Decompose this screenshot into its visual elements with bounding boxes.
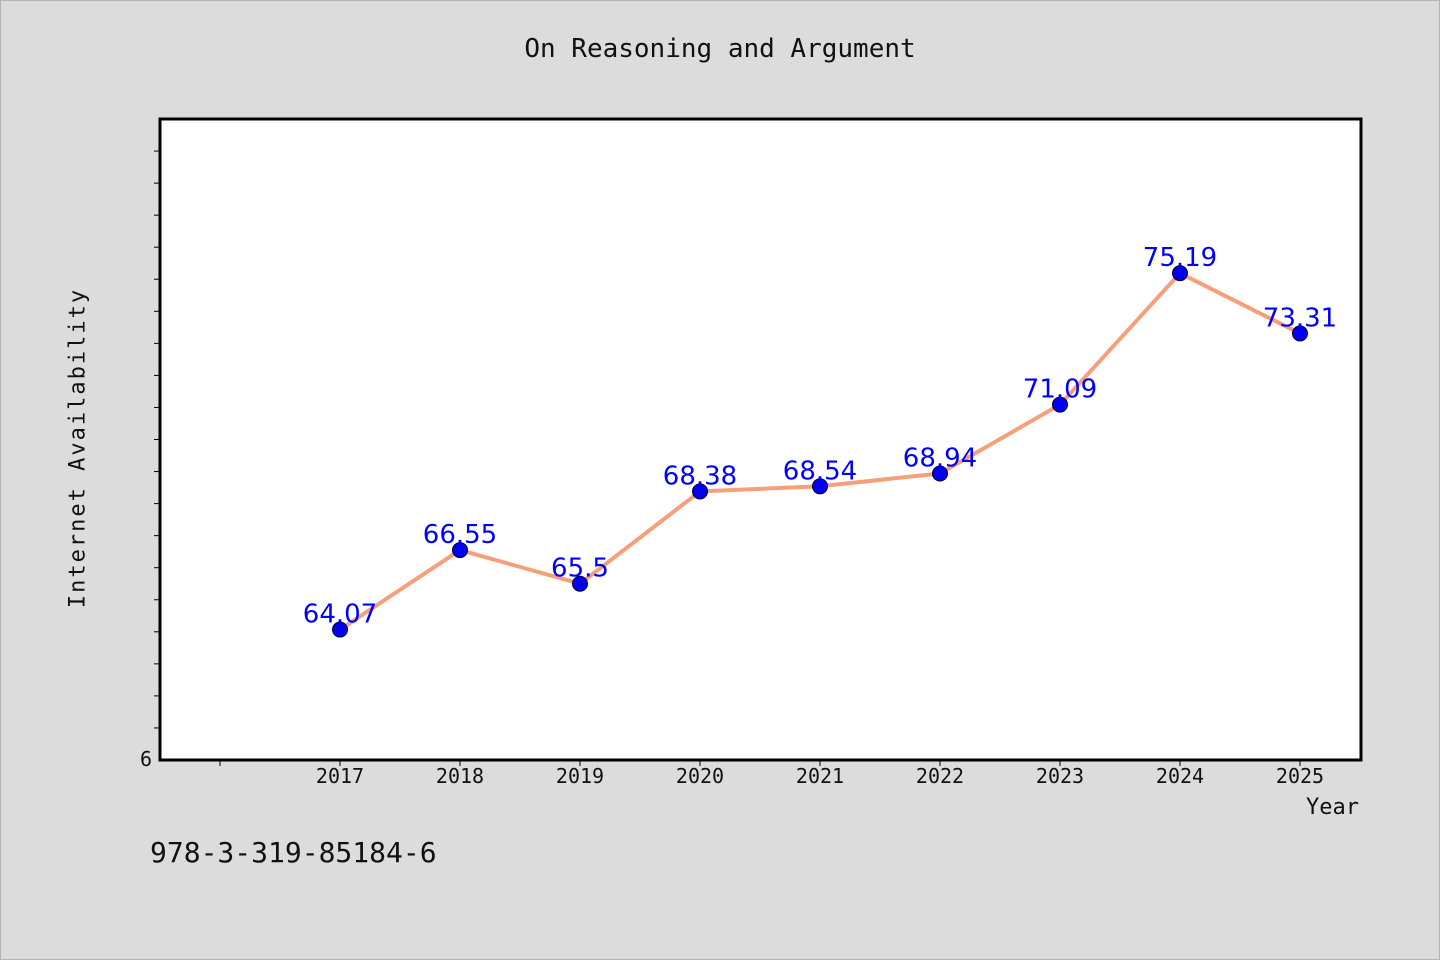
x-axis-label: Year <box>1306 795 1359 820</box>
x-tick-label: 2025 <box>1276 764 1324 788</box>
data-point <box>452 542 468 559</box>
data-point <box>332 621 348 638</box>
data-label: 75.19 <box>1143 243 1217 273</box>
y-axis-label: Internet Availability <box>65 287 91 609</box>
x-tick-label: 2017 <box>316 764 364 788</box>
chart-title: On Reasoning and Argument <box>524 34 916 64</box>
data-label: 66.55 <box>423 520 497 550</box>
data-label: 71.09 <box>1023 375 1097 405</box>
x-tick-label: 2018 <box>436 764 484 788</box>
data-point <box>692 483 708 500</box>
x-tick-label: 2021 <box>796 764 844 788</box>
data-label: 65.5 <box>551 554 609 584</box>
x-tick-label: 2022 <box>916 764 964 788</box>
data-point <box>1172 265 1188 282</box>
data-point <box>1292 325 1308 342</box>
series-layer: 64.07 66.55 65.5 68.38 68.54 68.94 71.09 75.19 7… <box>303 243 1337 638</box>
data-label: 68.38 <box>663 461 737 491</box>
plot-area <box>158 117 1363 762</box>
y-axis-ticks: 6 <box>140 150 160 771</box>
x-axis-ticks: 2017 2018 2019 2020 2021 2022 2023 2024 2025 <box>219 760 1324 788</box>
data-point <box>932 465 948 482</box>
x-tick-label: 2023 <box>1036 764 1084 788</box>
data-label: 64.07 <box>303 600 377 630</box>
data-label: 68.94 <box>903 443 977 473</box>
data-label: 73.31 <box>1263 303 1337 333</box>
data-label: 68.54 <box>783 456 857 486</box>
data-point <box>812 478 828 495</box>
x-tick-label: 2019 <box>556 764 604 788</box>
y-tick-label: 6 <box>140 747 152 771</box>
x-tick-label: 2020 <box>676 764 724 788</box>
x-tick-label: 2024 <box>1156 764 1204 788</box>
data-point <box>572 575 588 592</box>
isbn-code: 978-3-319-85184-6 <box>150 836 437 869</box>
data-point <box>1052 396 1068 413</box>
